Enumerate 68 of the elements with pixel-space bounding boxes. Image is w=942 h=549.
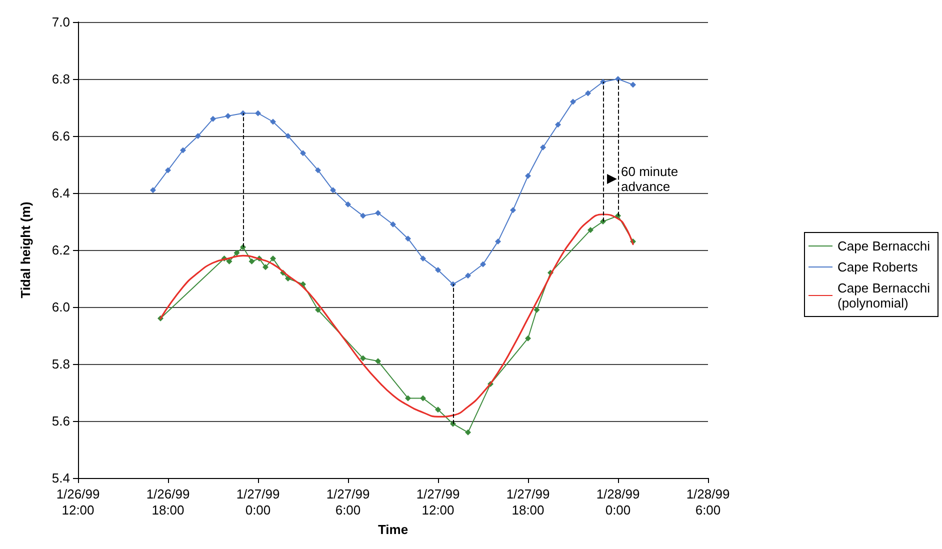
annotation: 60 minute advance — [621, 164, 678, 194]
x-axis-title: Time — [378, 522, 408, 537]
y-tick-label: 5.6 — [52, 414, 70, 428]
point — [465, 272, 471, 279]
point — [555, 122, 561, 128]
point — [270, 256, 276, 262]
point — [375, 210, 381, 216]
y-axis-title: Tidal height (m) — [18, 202, 33, 298]
point — [420, 256, 426, 262]
x-tick-label: 1/27/99 6:00 — [326, 486, 370, 518]
y-tick-label: 6.8 — [52, 72, 70, 86]
point — [534, 306, 540, 313]
point — [315, 167, 321, 174]
point — [225, 113, 231, 120]
point — [588, 227, 594, 234]
point — [345, 201, 351, 208]
x-tick-label: 1/27/99 12:00 — [416, 486, 460, 518]
x-tick-label: 1/27/99 18:00 — [506, 486, 550, 518]
point — [600, 78, 606, 85]
point — [210, 116, 216, 122]
x-tick-label: 1/28/99 0:00 — [596, 486, 640, 518]
point — [405, 236, 411, 242]
point — [255, 110, 261, 116]
y-tick-label: 6.6 — [52, 128, 70, 144]
point — [285, 133, 291, 139]
point — [165, 167, 171, 174]
point — [270, 118, 276, 125]
legend-label: Cape Bernacchi (polynomial) — [838, 280, 930, 310]
point — [510, 207, 516, 214]
point — [465, 429, 471, 436]
point — [420, 395, 426, 402]
point — [262, 264, 268, 270]
legend-label: Cape Roberts — [838, 260, 918, 274]
y-tick-label: 6.0 — [52, 300, 70, 314]
point — [435, 406, 441, 413]
point — [525, 335, 531, 342]
point — [540, 144, 546, 150]
point — [150, 187, 156, 194]
point — [195, 133, 201, 139]
point — [375, 358, 381, 364]
y-tick-label: 7.0 — [52, 14, 70, 30]
point — [180, 147, 186, 154]
point — [360, 212, 366, 219]
point — [630, 82, 636, 88]
point — [360, 355, 366, 362]
y-tick-label: 6.2 — [52, 242, 70, 258]
point — [570, 98, 576, 105]
x-tick-label: 1/26/99 18:00 — [146, 486, 190, 518]
point — [234, 250, 240, 256]
point — [330, 187, 336, 194]
point — [495, 238, 501, 244]
point — [315, 306, 321, 313]
x-tick-label: 1/27/99 0:00 — [236, 486, 280, 518]
y-tick-label: 6.4 — [52, 186, 70, 200]
point — [435, 266, 441, 273]
point — [248, 258, 255, 264]
point — [405, 395, 411, 402]
y-tick-label: 5.8 — [52, 356, 70, 372]
point — [300, 150, 306, 156]
point — [480, 261, 486, 268]
point — [615, 76, 621, 82]
point — [525, 172, 531, 179]
x-tick-label: 1/28/99 6:00 — [686, 486, 730, 518]
point — [585, 90, 591, 96]
x-tick-label: 1/26/99 12:00 — [56, 486, 100, 518]
y-tick-label: 5.4 — [52, 470, 70, 486]
legend-label: Cape Bernacchi — [838, 238, 930, 254]
point — [390, 221, 396, 228]
